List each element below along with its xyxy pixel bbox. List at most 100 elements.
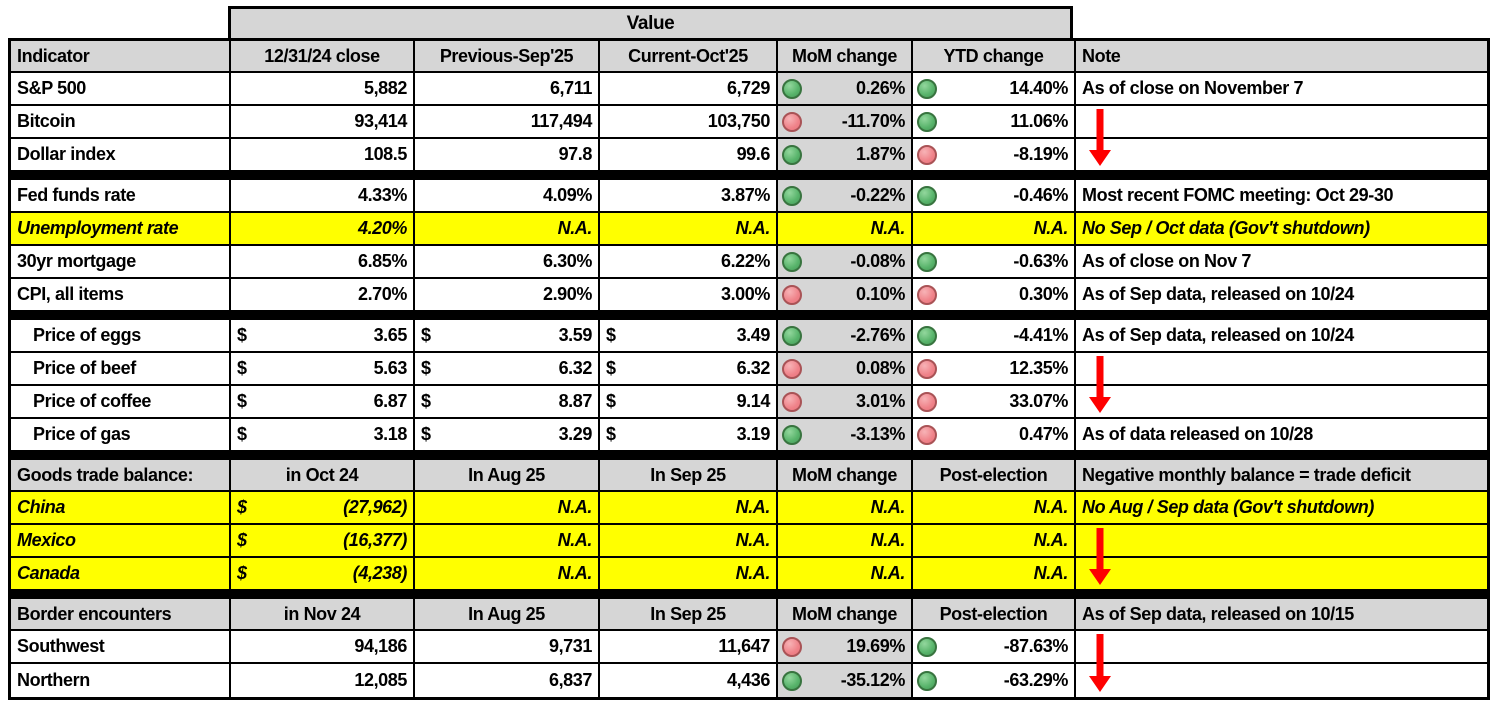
ytd-change-cell[interactable]: -0.63% bbox=[913, 246, 1076, 279]
note-cell[interactable]: As of Sep data, released on 10/24 bbox=[1076, 279, 1487, 312]
value-cell[interactable]: 103,750 bbox=[600, 106, 778, 139]
mom-change-cell[interactable]: 0.08% bbox=[778, 353, 913, 386]
header-current[interactable]: Current-Oct'25 bbox=[600, 41, 778, 73]
value-cell[interactable]: $ (16,377) bbox=[231, 525, 415, 558]
value-cell[interactable]: N.A. bbox=[600, 492, 778, 525]
header-trade-balance[interactable]: Goods trade balance: bbox=[11, 460, 231, 492]
mom-change-cell[interactable]: 19.69% bbox=[778, 631, 913, 664]
note-cell[interactable]: As of Sep data, released on 10/24 bbox=[1076, 320, 1487, 353]
header-ytd-change[interactable]: YTD change bbox=[913, 41, 1076, 73]
value-cell[interactable]: 9,731 bbox=[415, 631, 600, 664]
header-nov24[interactable]: in Nov 24 bbox=[231, 599, 415, 631]
value-cell[interactable]: $9.14 bbox=[600, 386, 778, 419]
value-cell[interactable]: 6.85% bbox=[231, 246, 415, 279]
value-cell[interactable]: N.A. bbox=[415, 492, 600, 525]
row-label[interactable]: S&P 500 bbox=[11, 73, 231, 106]
row-label[interactable]: Price of gas bbox=[11, 419, 231, 452]
value-cell[interactable]: 4,436 bbox=[600, 664, 778, 697]
mom-change-cell[interactable]: 0.10% bbox=[778, 279, 913, 312]
header-mom-change[interactable]: MoM change bbox=[778, 599, 913, 631]
ytd-change-cell[interactable]: 11.06% bbox=[913, 106, 1076, 139]
value-cell[interactable]: $8.87 bbox=[415, 386, 600, 419]
note-cell[interactable] bbox=[1076, 664, 1487, 697]
value-cell[interactable]: 2.90% bbox=[415, 279, 600, 312]
row-label[interactable]: Price of coffee bbox=[11, 386, 231, 419]
value-cell[interactable]: 2.70% bbox=[231, 279, 415, 312]
mom-change-cell[interactable]: N.A. bbox=[778, 558, 913, 591]
header-sep25[interactable]: In Sep 25 bbox=[600, 599, 778, 631]
note-cell[interactable] bbox=[1076, 106, 1487, 139]
ytd-change-cell[interactable]: 0.30% bbox=[913, 279, 1076, 312]
value-cell[interactable]: $3.49 bbox=[600, 320, 778, 353]
note-cell[interactable]: As of close on Nov 7 bbox=[1076, 246, 1487, 279]
row-label[interactable]: Price of eggs bbox=[11, 320, 231, 353]
note-cell[interactable]: No Aug / Sep data (Gov't shutdown) bbox=[1076, 492, 1487, 525]
value-cell[interactable]: 99.6 bbox=[600, 139, 778, 172]
note-cell[interactable]: Most recent FOMC meeting: Oct 29-30 bbox=[1076, 180, 1487, 213]
note-cell[interactable] bbox=[1076, 558, 1487, 591]
value-cell[interactable]: 6.30% bbox=[415, 246, 600, 279]
post-election-cell[interactable]: N.A. bbox=[913, 558, 1076, 591]
note-cell[interactable] bbox=[1076, 139, 1487, 172]
value-cell[interactable]: 117,494 bbox=[415, 106, 600, 139]
header-post-election[interactable]: Post-election bbox=[913, 460, 1076, 492]
mom-change-cell[interactable]: -35.12% bbox=[778, 664, 913, 697]
value-cell[interactable]: 93,414 bbox=[231, 106, 415, 139]
value-cell[interactable]: 6.22% bbox=[600, 246, 778, 279]
mom-change-cell[interactable]: -3.13% bbox=[778, 419, 913, 452]
row-label[interactable]: Bitcoin bbox=[11, 106, 231, 139]
value-cell[interactable]: N.A. bbox=[415, 213, 600, 246]
row-label[interactable]: CPI, all items bbox=[11, 279, 231, 312]
row-label[interactable]: 30yr mortgage bbox=[11, 246, 231, 279]
header-previous[interactable]: Previous-Sep'25 bbox=[415, 41, 600, 73]
value-cell[interactable]: 4.20% bbox=[231, 213, 415, 246]
note-cell[interactable] bbox=[1076, 353, 1487, 386]
note-cell[interactable]: As of data released on 10/28 bbox=[1076, 419, 1487, 452]
value-cell[interactable]: 4.09% bbox=[415, 180, 600, 213]
value-cell[interactable]: 108.5 bbox=[231, 139, 415, 172]
ytd-change-cell[interactable]: -0.46% bbox=[913, 180, 1076, 213]
header-mom-change[interactable]: MoM change bbox=[778, 41, 913, 73]
row-label[interactable]: Southwest bbox=[11, 631, 231, 664]
value-cell[interactable]: 94,186 bbox=[231, 631, 415, 664]
value-cell[interactable]: $3.65 bbox=[231, 320, 415, 353]
value-cell[interactable]: N.A. bbox=[415, 525, 600, 558]
value-cell[interactable]: $6.32 bbox=[600, 353, 778, 386]
value-cell[interactable]: 11,647 bbox=[600, 631, 778, 664]
note-cell[interactable]: As of close on November 7 bbox=[1076, 73, 1487, 106]
value-cell[interactable]: 5,882 bbox=[231, 73, 415, 106]
header-aug25[interactable]: In Aug 25 bbox=[415, 460, 600, 492]
post-election-cell[interactable]: -63.29% bbox=[913, 664, 1076, 697]
value-cell[interactable]: $3.29 bbox=[415, 419, 600, 452]
row-label[interactable]: Price of beef bbox=[11, 353, 231, 386]
value-cell[interactable]: $ (4,238) bbox=[231, 558, 415, 591]
value-cell[interactable]: 6,837 bbox=[415, 664, 600, 697]
header-indicator[interactable]: Indicator bbox=[11, 41, 231, 73]
value-cell[interactable]: $5.63 bbox=[231, 353, 415, 386]
value-cell[interactable]: 12,085 bbox=[231, 664, 415, 697]
post-election-cell[interactable]: N.A. bbox=[913, 525, 1076, 558]
value-cell[interactable]: $ (27,962) bbox=[231, 492, 415, 525]
mom-change-cell[interactable]: N.A. bbox=[778, 213, 913, 246]
header-sep25[interactable]: In Sep 25 bbox=[600, 460, 778, 492]
note-cell[interactable] bbox=[1076, 525, 1487, 558]
mom-change-cell[interactable]: N.A. bbox=[778, 492, 913, 525]
value-cell[interactable]: 97.8 bbox=[415, 139, 600, 172]
ytd-change-cell[interactable]: -4.41% bbox=[913, 320, 1076, 353]
red-down-arrow-icon[interactable] bbox=[1089, 528, 1111, 585]
header-border-encounters[interactable]: Border encounters bbox=[11, 599, 231, 631]
value-cell[interactable]: $6.87 bbox=[231, 386, 415, 419]
header-close[interactable]: 12/31/24 close bbox=[231, 41, 415, 73]
row-label[interactable]: Unemployment rate bbox=[11, 213, 231, 246]
red-down-arrow-icon[interactable] bbox=[1089, 109, 1111, 166]
mom-change-cell[interactable]: N.A. bbox=[778, 525, 913, 558]
value-cell[interactable]: 3.00% bbox=[600, 279, 778, 312]
post-election-cell[interactable]: -87.63% bbox=[913, 631, 1076, 664]
ytd-change-cell[interactable]: 12.35% bbox=[913, 353, 1076, 386]
header-post-election[interactable]: Post-election bbox=[913, 599, 1076, 631]
mom-change-cell[interactable]: -11.70% bbox=[778, 106, 913, 139]
value-cell[interactable]: 6,711 bbox=[415, 73, 600, 106]
value-cell[interactable]: N.A. bbox=[415, 558, 600, 591]
ytd-change-cell[interactable]: -8.19% bbox=[913, 139, 1076, 172]
value-cell[interactable]: N.A. bbox=[600, 213, 778, 246]
